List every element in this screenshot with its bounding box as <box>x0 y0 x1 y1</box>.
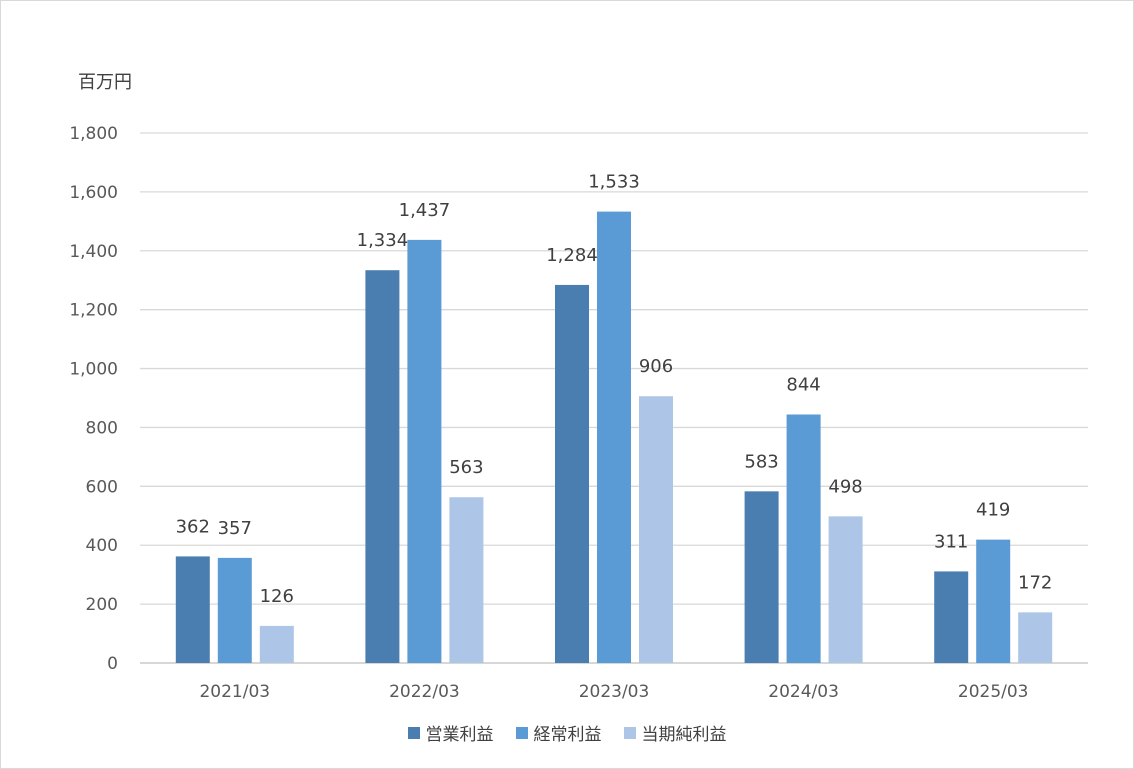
legend-swatch <box>515 726 528 739</box>
y-unit-label: 百万円 <box>78 72 132 93</box>
data-label: 1,334 <box>357 230 409 251</box>
data-label: 419 <box>976 500 1010 521</box>
data-label: 1,284 <box>546 245 598 266</box>
y-tick-label: 1,800 <box>69 124 118 144</box>
data-label: 311 <box>934 531 968 552</box>
y-tick-label: 1,600 <box>69 183 118 203</box>
legend-item: 営業利益 <box>407 720 494 745</box>
legend-item: 経常利益 <box>515 720 602 745</box>
bar <box>976 539 1011 663</box>
y-tick-label: 200 <box>86 595 118 615</box>
y-tick-label: 1,000 <box>69 360 118 380</box>
legend-label: 営業利益 <box>425 725 494 745</box>
bar <box>1018 612 1053 663</box>
data-label: 172 <box>1018 572 1052 593</box>
data-label: 563 <box>449 457 483 478</box>
bar <box>217 557 252 663</box>
data-label: 126 <box>260 586 294 607</box>
data-label: 583 <box>744 451 778 472</box>
y-tick-label: 1,200 <box>69 301 118 321</box>
x-tick-label: 2024/03 <box>768 682 839 702</box>
bar <box>365 270 400 663</box>
bar <box>259 625 294 663</box>
bar <box>407 239 442 663</box>
data-label: 844 <box>786 374 820 395</box>
bar <box>449 497 484 663</box>
data-label: 1,437 <box>399 200 451 221</box>
data-label: 357 <box>218 518 252 539</box>
bar <box>744 491 779 663</box>
bar <box>175 556 210 663</box>
x-tick-label: 2022/03 <box>389 682 460 702</box>
bars <box>175 211 1053 663</box>
bar <box>639 396 673 663</box>
bar <box>597 211 631 663</box>
x-tick-label: 2023/03 <box>579 682 650 702</box>
legend: 営業利益 経常利益 当期純利益 <box>0 720 1134 745</box>
data-label: 1,533 <box>588 172 640 193</box>
bar <box>786 414 821 663</box>
legend-item: 当期純利益 <box>623 720 727 745</box>
legend-label: 当期純利益 <box>641 725 727 745</box>
legend-label: 経常利益 <box>533 725 602 745</box>
x-tick-label: 2025/03 <box>958 682 1029 702</box>
bar <box>828 516 863 663</box>
bar <box>934 571 969 663</box>
legend-swatch <box>407 726 420 739</box>
x-tick-label: 2021/03 <box>199 682 270 702</box>
data-label: 906 <box>639 356 673 377</box>
data-label: 362 <box>176 516 210 537</box>
legend-swatch <box>623 726 636 739</box>
y-axis-ticks: 0 200 400 600 800 1,000 1,200 1,400 1,600 1,800 <box>69 124 118 674</box>
bar <box>555 284 589 663</box>
x-axis-ticks: 2021/03 2022/03 2023/03 2024/03 2025/03 <box>199 682 1028 702</box>
y-tick-label: 0 <box>107 654 118 674</box>
y-tick-label: 400 <box>86 536 118 556</box>
y-tick-label: 1,400 <box>69 242 118 262</box>
data-labels: 362 357 126 1,334 1,437 563 1,284 1,533 906 583 84… <box>176 172 1053 607</box>
y-tick-label: 600 <box>86 477 118 497</box>
y-tick-label: 800 <box>86 418 118 438</box>
data-label: 498 <box>828 476 862 497</box>
